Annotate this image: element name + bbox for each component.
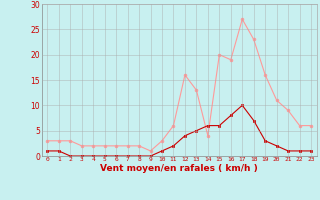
X-axis label: Vent moyen/en rafales ( km/h ): Vent moyen/en rafales ( km/h ) <box>100 164 258 173</box>
